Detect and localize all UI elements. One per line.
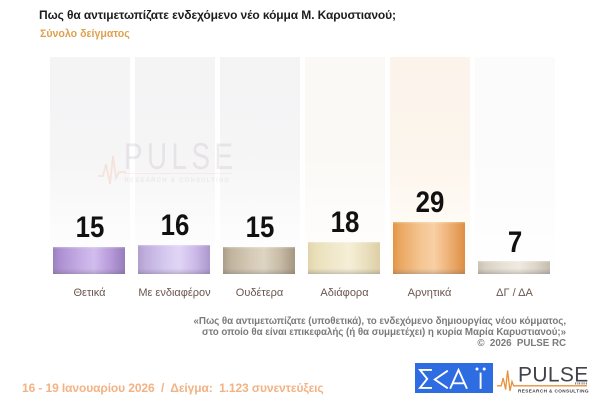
svg-text:RESEARCH & CONSULTING: RESEARCH & CONSULTING [518, 389, 589, 394]
svg-text:PULSE: PULSE [518, 364, 589, 387]
